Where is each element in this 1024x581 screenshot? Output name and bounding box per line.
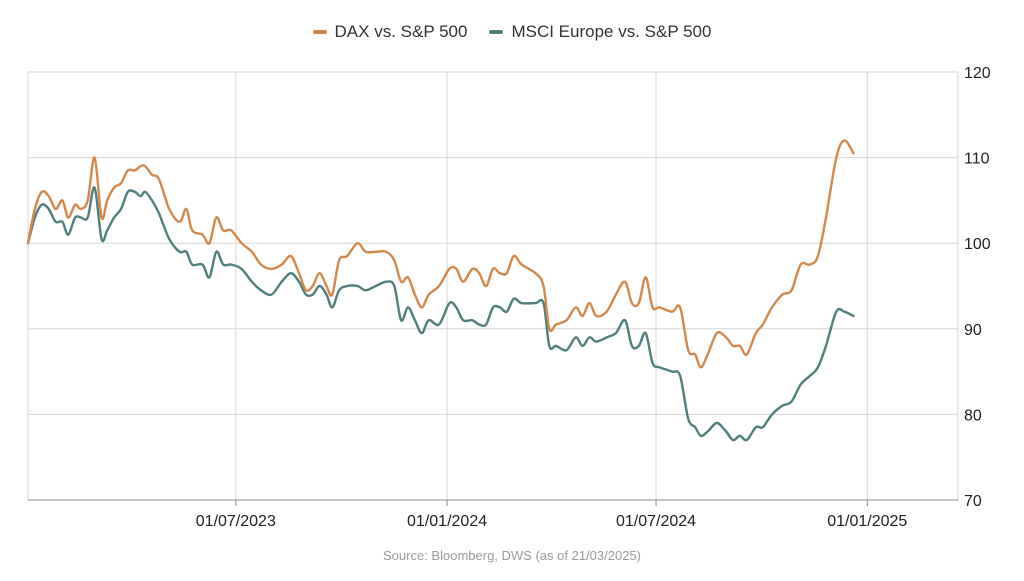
series-line-msci [26, 186, 855, 442]
x-tick-label-3: 01/01/2025 [827, 513, 907, 530]
x-tick-label-1: 01/01/2024 [407, 513, 487, 530]
x-tick-label-0: 01/07/2023 [196, 513, 276, 530]
chart-legend: DAX vs. S&P 500 MSCI Europe vs. S&P 500 [0, 22, 1024, 42]
x-axis-labels: 01/07/2023 01/01/2024 01/07/2024 01/01/2025 [196, 513, 908, 530]
y-tick-label-70: 70 [964, 493, 982, 510]
series-layer [26, 139, 855, 442]
horizontal-gridlines [28, 71, 958, 501]
x-tick-label-2: 01/07/2024 [616, 513, 696, 530]
legend-swatch-msci [489, 30, 504, 34]
axes [27, 72, 959, 506]
y-tick-label-120: 120 [964, 65, 991, 82]
legend-item-dax[interactable]: DAX vs. S&P 500 [312, 22, 468, 42]
y-tick-label-90: 90 [964, 322, 982, 339]
legend-item-msci[interactable]: MSCI Europe vs. S&P 500 [489, 22, 711, 42]
source-note: Source: Bloomberg, DWS (as of 21/03/2025… [383, 548, 641, 563]
vertical-gridlines [235, 72, 868, 500]
y-tick-label-100: 100 [964, 236, 991, 253]
y-tick-label-80: 80 [964, 407, 982, 424]
legend-swatch-dax [312, 30, 327, 34]
series-line-dax [26, 139, 855, 369]
legend-label-dax: DAX vs. S&P 500 [334, 22, 468, 41]
y-tick-label-110: 110 [964, 151, 990, 168]
y-axis-labels: 70 80 90 100 110 120 [964, 65, 991, 510]
legend-label-msci: MSCI Europe vs. S&P 500 [511, 22, 712, 41]
